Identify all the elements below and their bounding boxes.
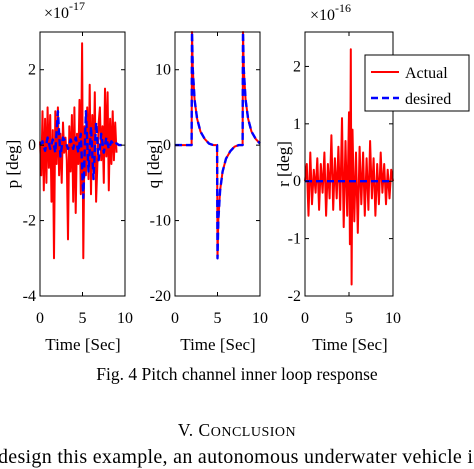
x-tick-label: 5 <box>214 310 222 327</box>
y-axis-label: p [deg] <box>3 140 22 189</box>
y-tick-label: 1 <box>293 116 301 133</box>
x-tick-label: 5 <box>79 310 87 327</box>
legend: Actual desired <box>364 54 470 112</box>
y-tick-label: 0 <box>28 137 36 154</box>
series-line-desired <box>39 109 125 200</box>
x-tick-label: 10 <box>252 310 268 327</box>
subplot-2: -20 -10 0 10 0 5 10 Time [Sec] q [deg] <box>144 30 268 354</box>
y-tick-label: 0 <box>293 173 301 190</box>
x-tick-label: 0 <box>301 310 309 327</box>
x-axis-label: Time [Sec] <box>312 335 387 354</box>
y-tick-label: -2 <box>23 213 36 230</box>
axis-exponent-power: -16 <box>335 1 351 15</box>
legend-label-actual: Actual <box>405 65 448 82</box>
y-tick-label: 0 <box>163 137 171 154</box>
legend-label-desired: desired <box>405 91 451 108</box>
series-line-actual <box>39 42 118 260</box>
section-number: V. <box>177 420 194 440</box>
section-title-initial: C <box>198 420 211 440</box>
legend-box <box>364 54 470 112</box>
section-heading: V. CONCLUSION <box>0 420 474 441</box>
figure-caption: Fig. 4 Pitch channel inner loop response <box>96 364 378 384</box>
x-tick-label: 5 <box>345 310 353 327</box>
x-tick-label: 0 <box>171 310 179 327</box>
x-tick-label: 10 <box>117 310 133 327</box>
y-tick-label: 2 <box>293 58 301 75</box>
x-axis-label: Time [Sec] <box>45 335 120 354</box>
series-line-actual <box>304 48 394 286</box>
x-tick-label: 10 <box>385 310 401 327</box>
x-axis-label: Time [Sec] <box>180 335 255 354</box>
y-tick-label: -4 <box>23 288 36 305</box>
y-axis-label: r [deg] <box>274 141 293 187</box>
axis-exponent-label: ×10-17 <box>44 0 85 22</box>
y-tick-label: -1 <box>288 231 301 248</box>
subplot-3: -2 -1 0 1 2 0 5 10 Time [Sec] r [deg] ×10-16 Actual… <box>274 1 470 354</box>
axis-exponent-power: -17 <box>69 0 85 13</box>
y-tick-label: -10 <box>150 213 171 230</box>
y-tick-label: 2 <box>28 62 36 79</box>
y-tick-label: -20 <box>150 288 171 305</box>
series-line-desired <box>175 30 261 260</box>
axis-exponent-label: ×10-16 <box>310 1 351 24</box>
subplot-1: -4 -2 0 2 0 5 10 Time [Sec] p [deg] ×10-17 <box>3 0 133 354</box>
section-title-rest: ONCLUSION <box>210 425 297 440</box>
y-tick-label: 10 <box>155 62 171 79</box>
y-tick-label: -2 <box>288 288 301 305</box>
body-text-fragment: design this example, an autonomous under… <box>0 446 474 468</box>
y-axis-label: q [deg] <box>144 140 163 189</box>
x-tick-label: 0 <box>36 310 44 327</box>
